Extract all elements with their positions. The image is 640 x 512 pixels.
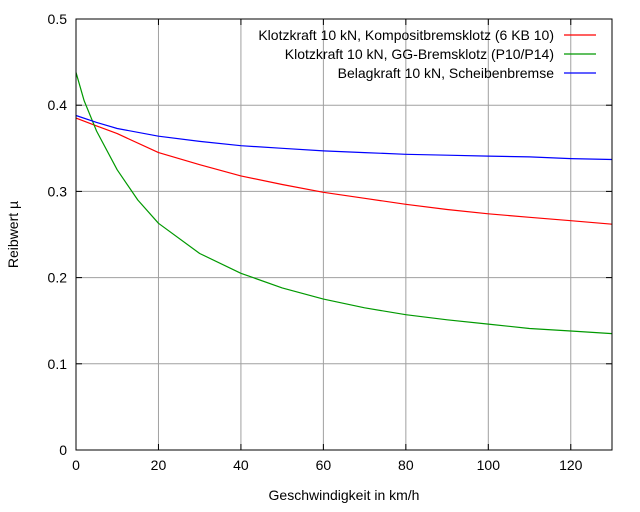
y-tick-label: 0.5 xyxy=(48,11,68,27)
legend-label-1: Klotzkraft 10 kN, Kompositbremsklotz (6 … xyxy=(258,27,554,43)
x-tick-label: 60 xyxy=(316,457,332,473)
x-tick-label: 20 xyxy=(151,457,167,473)
series-line-3 xyxy=(75,114,613,161)
legend: Klotzkraft 10 kN, Kompositbremsklotz (6 … xyxy=(258,27,596,81)
series-line-2 xyxy=(75,72,613,335)
ticks-layer: 0 20 40 60 80 100 120 0 0.1 0.2 0.3 0.4 0.5 xyxy=(48,11,612,473)
series-line-1 xyxy=(75,117,613,225)
grid-layer xyxy=(76,19,612,450)
legend-label-3: Belagkraft 10 kN, Scheibenbremse xyxy=(338,65,555,81)
x-tick-label: 80 xyxy=(398,457,414,473)
y-axis-label: Reibwert µ xyxy=(5,201,21,268)
y-tick-label: 0.3 xyxy=(48,183,68,199)
series-layer xyxy=(75,72,613,335)
y-tick-label: 0.4 xyxy=(48,97,68,113)
y-tick-label: 0.1 xyxy=(48,356,68,372)
y-tick-label: 0.2 xyxy=(48,270,68,286)
x-tick-label: 0 xyxy=(72,457,80,473)
x-tick-label: 40 xyxy=(233,457,249,473)
plot-frame xyxy=(75,18,613,451)
x-axis-label: Geschwindigkeit in km/h xyxy=(269,487,420,503)
legend-label-2: Klotzkraft 10 kN, GG-Bremsklotz (P10/P14… xyxy=(285,46,554,62)
x-tick-label: 100 xyxy=(477,457,501,473)
y-tick-label: 0 xyxy=(59,442,67,458)
x-tick-label: 120 xyxy=(559,457,583,473)
